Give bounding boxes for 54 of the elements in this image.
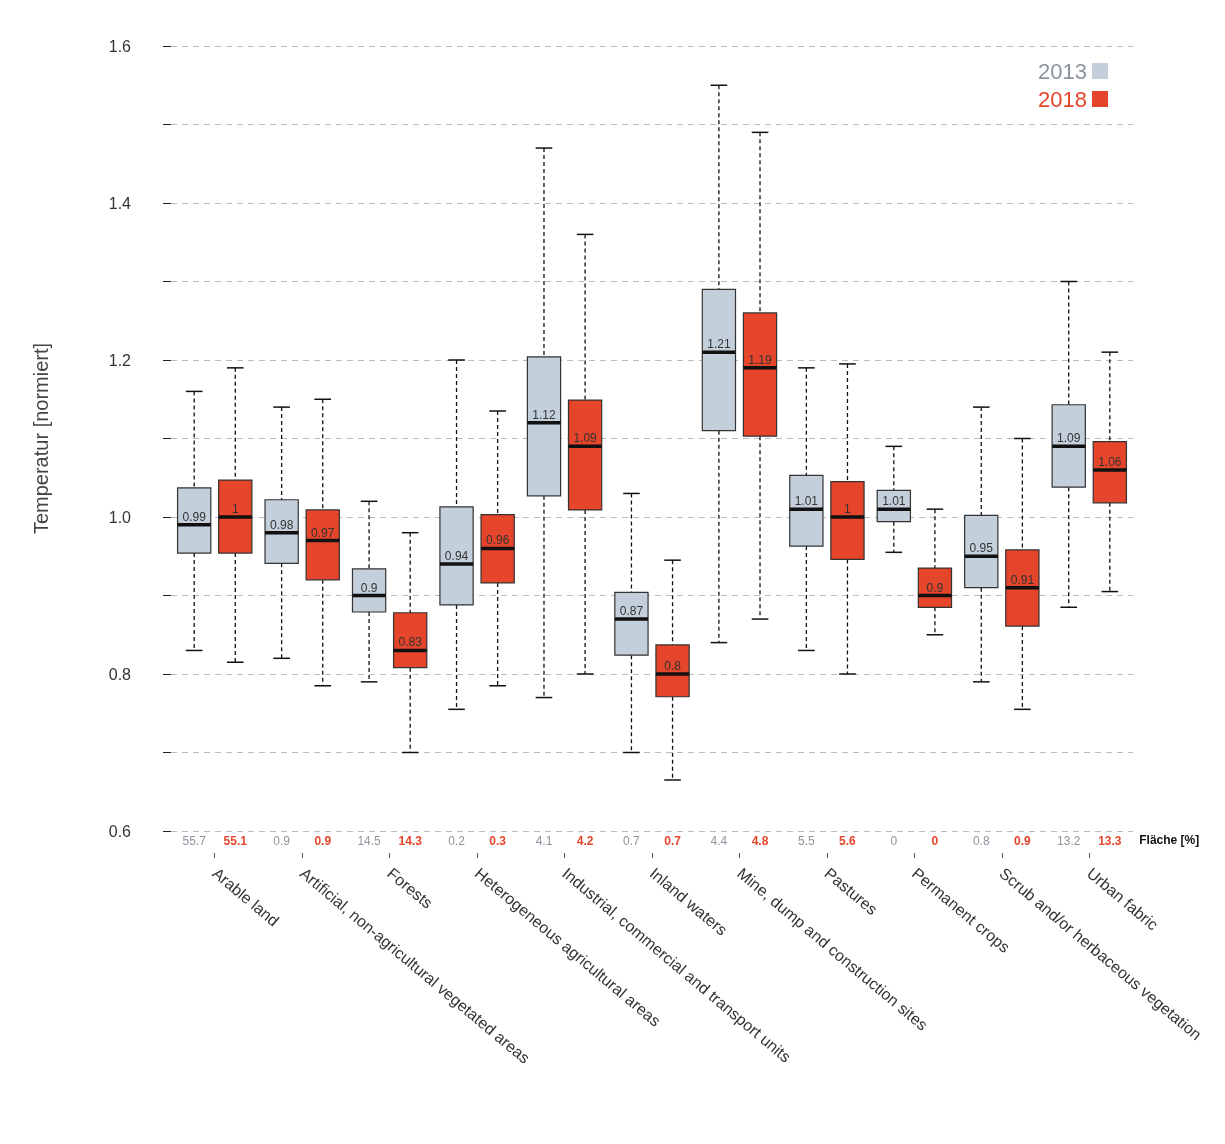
text: 0.9: [273, 834, 291, 848]
text: 0.94: [444, 549, 469, 564]
annotation: 0.9: [360, 580, 378, 595]
y-tick-label: 0.6: [108, 822, 132, 840]
y-axis-title: Temperatur [normiert]: [30, 342, 52, 535]
text: 0.7: [664, 834, 682, 848]
text: 1.09: [573, 431, 597, 446]
annotation: 0.9: [926, 580, 944, 595]
text: 1.12: [532, 407, 556, 422]
text: 0: [890, 834, 898, 848]
text: 0.97: [311, 525, 335, 540]
y-tick-label: 1.2: [108, 351, 132, 369]
text: 0: [931, 834, 939, 848]
text: 0.2: [448, 834, 466, 848]
text: 1.01: [794, 494, 819, 509]
text: 1: [231, 502, 239, 516]
text: 0.83: [398, 635, 422, 650]
text: 0.7: [623, 834, 641, 848]
legend-label: 2013: [1038, 58, 1087, 84]
text: 1.21: [707, 337, 731, 352]
text: 0.91: [1010, 572, 1035, 587]
annotation: 0.8: [664, 659, 682, 673]
text: 5.6: [839, 834, 857, 848]
text: 1.19: [748, 352, 772, 367]
text: 0.98: [269, 517, 294, 532]
text: 4.1: [535, 834, 553, 848]
text: 4.8: [751, 834, 769, 848]
legend-label: 2018: [1038, 86, 1087, 112]
text: 4.2: [576, 834, 594, 848]
text: 0.99: [182, 509, 206, 524]
text: 14.3: [398, 834, 423, 848]
text: 0.87: [619, 604, 644, 619]
text: 0.8: [972, 834, 990, 848]
y-tick-label: 1.4: [108, 194, 132, 212]
text: 0.96: [485, 533, 510, 548]
text: 4.4: [710, 834, 728, 848]
y-tick-label: 0.8: [108, 665, 132, 683]
text: 14.5: [357, 834, 382, 848]
text: 0.9: [1014, 834, 1031, 848]
text: 1.09: [1057, 431, 1081, 446]
text: 13.3: [1098, 834, 1122, 848]
text: Fläche [%]: [1139, 833, 1200, 847]
text: 13.2: [1057, 834, 1081, 848]
y-tick-label: 1.6: [108, 37, 132, 55]
y-tick-label: 1.0: [108, 508, 132, 526]
text: 55.7: [182, 834, 207, 848]
text: 55.1: [223, 834, 248, 848]
text: 1.06: [1098, 454, 1122, 469]
text: 0.3: [489, 834, 507, 848]
text: 1: [844, 502, 851, 516]
text: 1.01: [882, 494, 906, 509]
text: 5.5: [798, 834, 816, 848]
text: 0.95: [969, 541, 993, 556]
text: 0.9: [314, 834, 332, 848]
